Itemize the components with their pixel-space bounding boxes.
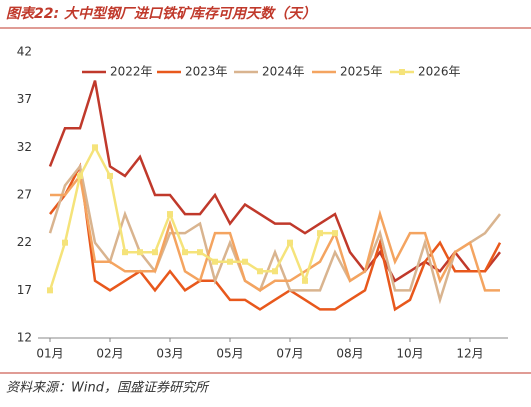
legend-label: 2023年 (185, 65, 228, 79)
point-marker (152, 249, 158, 256)
point-marker (257, 268, 263, 275)
point-marker (182, 249, 188, 256)
x-tick-label: 05月 (216, 347, 243, 361)
point-marker (47, 287, 53, 294)
legend-label: 2025年 (340, 65, 383, 79)
point-marker (287, 239, 293, 246)
point-marker (77, 172, 83, 179)
y-tick-label: 32 (17, 140, 32, 154)
point-marker (122, 249, 128, 256)
x-tick-label: 07月 (276, 347, 303, 361)
x-tick-label: 10月 (396, 347, 423, 361)
point-marker (302, 277, 308, 284)
source: 资料来源：Wind，国盛证券研究所 (6, 380, 210, 396)
series-line (49, 162, 502, 312)
y-tick-label: 27 (17, 188, 32, 202)
point-marker (272, 268, 278, 275)
point-marker (242, 258, 248, 265)
legend-label: 2024年 (262, 65, 305, 79)
y-tick-label: 42 (17, 45, 32, 59)
point-marker (62, 239, 68, 246)
legend-marker (399, 69, 405, 75)
y-tick-label: 22 (17, 235, 32, 249)
point-marker (137, 249, 143, 256)
series-line (48, 163, 501, 305)
point-marker (167, 211, 173, 218)
x-tick-label: 03月 (156, 347, 183, 361)
point-marker (212, 258, 218, 265)
x-tick-label: 08月 (336, 347, 363, 361)
point-marker (227, 258, 233, 265)
y-tick-label: 17 (17, 283, 32, 297)
point-marker (107, 172, 113, 179)
point-marker (197, 249, 203, 256)
y-tick-label: 37 (17, 92, 32, 106)
x-tick-label: 02月 (96, 347, 123, 361)
point-marker (92, 144, 98, 151)
chart-title: 图表22: 大中型钢厂进口铁矿库存可用天数（天） (6, 5, 316, 22)
point-marker (317, 230, 323, 237)
legend-label: 2022年 (110, 65, 153, 79)
legend-label: 2026年 (418, 65, 461, 79)
y-tick-label: 12 (17, 331, 32, 345)
point-marker (332, 230, 338, 237)
series-line (48, 144, 335, 291)
x-tick-label: 01月 (36, 347, 63, 361)
x-tick-label: 12月 (456, 347, 483, 361)
series-line (50, 172, 500, 292)
